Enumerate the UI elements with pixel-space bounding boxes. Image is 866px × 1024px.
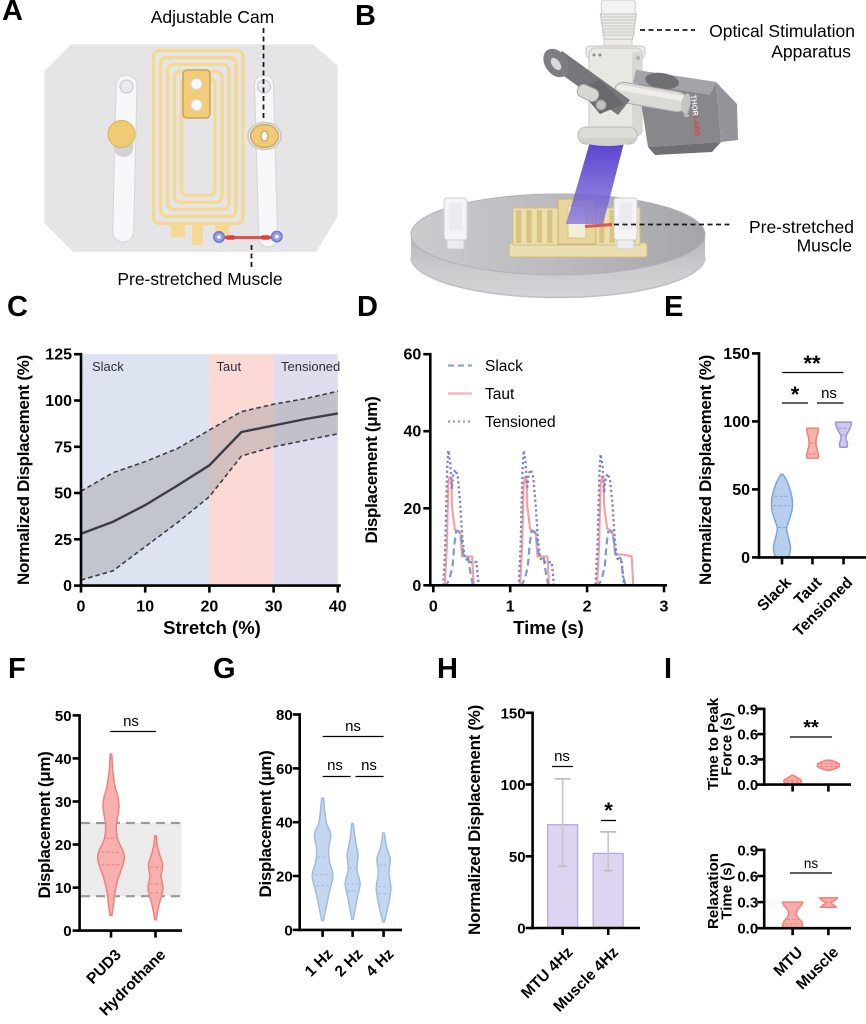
svg-text:2 Hz: 2 Hz: [332, 946, 367, 981]
svg-text:150: 150: [501, 705, 526, 722]
svg-text:0: 0: [741, 550, 750, 567]
svg-text:ns: ns: [123, 713, 139, 730]
svg-text:Normalized Displacement (%): Normalized Displacement (%): [696, 355, 715, 585]
svg-text:0: 0: [517, 921, 525, 938]
svg-text:*: *: [791, 382, 800, 407]
svg-text:ns: ns: [345, 718, 361, 735]
svg-text:40: 40: [55, 751, 72, 768]
svg-text:Stretch (%): Stretch (%): [163, 617, 261, 638]
svg-text:Pre-stretched: Pre-stretched: [749, 217, 854, 237]
svg-text:100: 100: [501, 777, 526, 794]
svg-text:0: 0: [63, 578, 72, 595]
svg-text:*: *: [604, 798, 613, 823]
svg-text:50: 50: [509, 849, 526, 866]
svg-text:0: 0: [63, 923, 71, 940]
svg-text:0.3: 0.3: [737, 752, 758, 769]
svg-text:75: 75: [54, 439, 72, 456]
svg-text:Taut: Taut: [485, 386, 515, 403]
svg-text:1: 1: [506, 598, 515, 615]
svg-text:10: 10: [55, 880, 72, 897]
svg-text:Time (s): Time (s): [513, 617, 584, 638]
svg-text:A: A: [2, 0, 23, 27]
svg-text:C: C: [7, 291, 28, 323]
svg-text:3: 3: [660, 598, 669, 615]
svg-text:ns: ns: [554, 748, 570, 765]
svg-text:ns: ns: [821, 385, 837, 402]
svg-text:100: 100: [45, 393, 72, 410]
svg-text:20: 20: [404, 501, 422, 518]
svg-text:Adjustable Cam: Adjustable Cam: [151, 7, 275, 27]
svg-text:50: 50: [54, 486, 72, 503]
svg-text:Time to Peak: Time to Peak: [705, 697, 722, 790]
svg-text:**: **: [803, 351, 821, 376]
svg-text:ns: ns: [361, 757, 377, 774]
svg-text:I: I: [664, 653, 672, 685]
svg-text:40: 40: [404, 424, 422, 441]
svg-text:100: 100: [723, 414, 750, 431]
svg-text:Slack: Slack: [92, 359, 124, 374]
svg-text:H: H: [437, 653, 458, 685]
svg-text:0: 0: [429, 598, 438, 615]
svg-text:Normalized Displacement (%): Normalized Displacement (%): [14, 355, 33, 585]
svg-text:Displacement (μm): Displacement (μm): [362, 396, 381, 543]
svg-text:2: 2: [583, 598, 592, 615]
svg-text:30: 30: [265, 599, 283, 616]
svg-text:50: 50: [732, 482, 750, 499]
svg-text:125: 125: [45, 347, 72, 364]
svg-text:50: 50: [55, 708, 72, 725]
svg-text:25: 25: [54, 532, 72, 549]
svg-text:20: 20: [55, 837, 72, 854]
svg-text:0: 0: [284, 922, 292, 939]
svg-text:Displacement (μm): Displacement (μm): [256, 750, 275, 897]
svg-text:D: D: [357, 291, 378, 323]
svg-text:ns: ns: [804, 856, 819, 871]
svg-text:Relaxation: Relaxation: [705, 853, 722, 929]
svg-text:0.9: 0.9: [737, 842, 758, 859]
svg-text:Tensioned: Tensioned: [485, 414, 556, 431]
svg-text:0.9: 0.9: [737, 701, 758, 718]
svg-text:E: E: [664, 291, 683, 323]
svg-text:Pre-stretched Muscle: Pre-stretched Muscle: [117, 269, 282, 289]
svg-text:0.0: 0.0: [737, 921, 758, 938]
svg-text:30: 30: [55, 794, 72, 811]
svg-text:150: 150: [723, 346, 750, 363]
svg-text:F: F: [8, 653, 26, 685]
svg-text:0.0: 0.0: [737, 777, 758, 794]
svg-text:PUD3: PUD3: [84, 946, 126, 988]
svg-text:Taut: Taut: [217, 359, 242, 374]
svg-text:0.6: 0.6: [737, 869, 758, 886]
svg-text:Apparatus: Apparatus: [771, 42, 851, 62]
svg-text:Muscle: Muscle: [797, 236, 852, 256]
svg-text:Slack: Slack: [754, 574, 795, 615]
svg-text:0: 0: [412, 578, 421, 595]
svg-text:80: 80: [276, 707, 293, 724]
svg-text:Slack: Slack: [485, 358, 523, 375]
svg-text:0.3: 0.3: [737, 895, 758, 912]
svg-text:Time (s): Time (s): [719, 862, 736, 919]
svg-text:1 Hz: 1 Hz: [302, 946, 337, 981]
svg-text:THORLABS: THORLABS: [689, 94, 702, 136]
svg-text:Normalized Displacement (%): Normalized Displacement (%): [465, 705, 484, 935]
svg-text:G: G: [213, 653, 236, 685]
svg-text:40: 40: [329, 599, 347, 616]
svg-text:B: B: [355, 0, 376, 32]
svg-text:4 Hz: 4 Hz: [363, 946, 398, 981]
svg-text:0.6: 0.6: [737, 727, 758, 744]
svg-text:0: 0: [77, 599, 86, 616]
svg-text:Displacement (μm): Displacement (μm): [35, 751, 54, 898]
svg-text:10: 10: [136, 599, 154, 616]
svg-text:Tensioned: Tensioned: [790, 574, 856, 640]
svg-text:20: 20: [276, 869, 293, 886]
svg-text:Optical Stimulation: Optical Stimulation: [709, 21, 855, 41]
svg-text:**: **: [803, 717, 819, 739]
svg-text:ns: ns: [327, 757, 343, 774]
svg-text:20: 20: [201, 599, 219, 616]
svg-text:60: 60: [404, 347, 422, 364]
svg-text:Force (s): Force (s): [719, 712, 736, 775]
svg-text:Tensioned: Tensioned: [281, 359, 340, 374]
svg-text:40: 40: [276, 815, 293, 832]
svg-text:60: 60: [276, 761, 293, 778]
